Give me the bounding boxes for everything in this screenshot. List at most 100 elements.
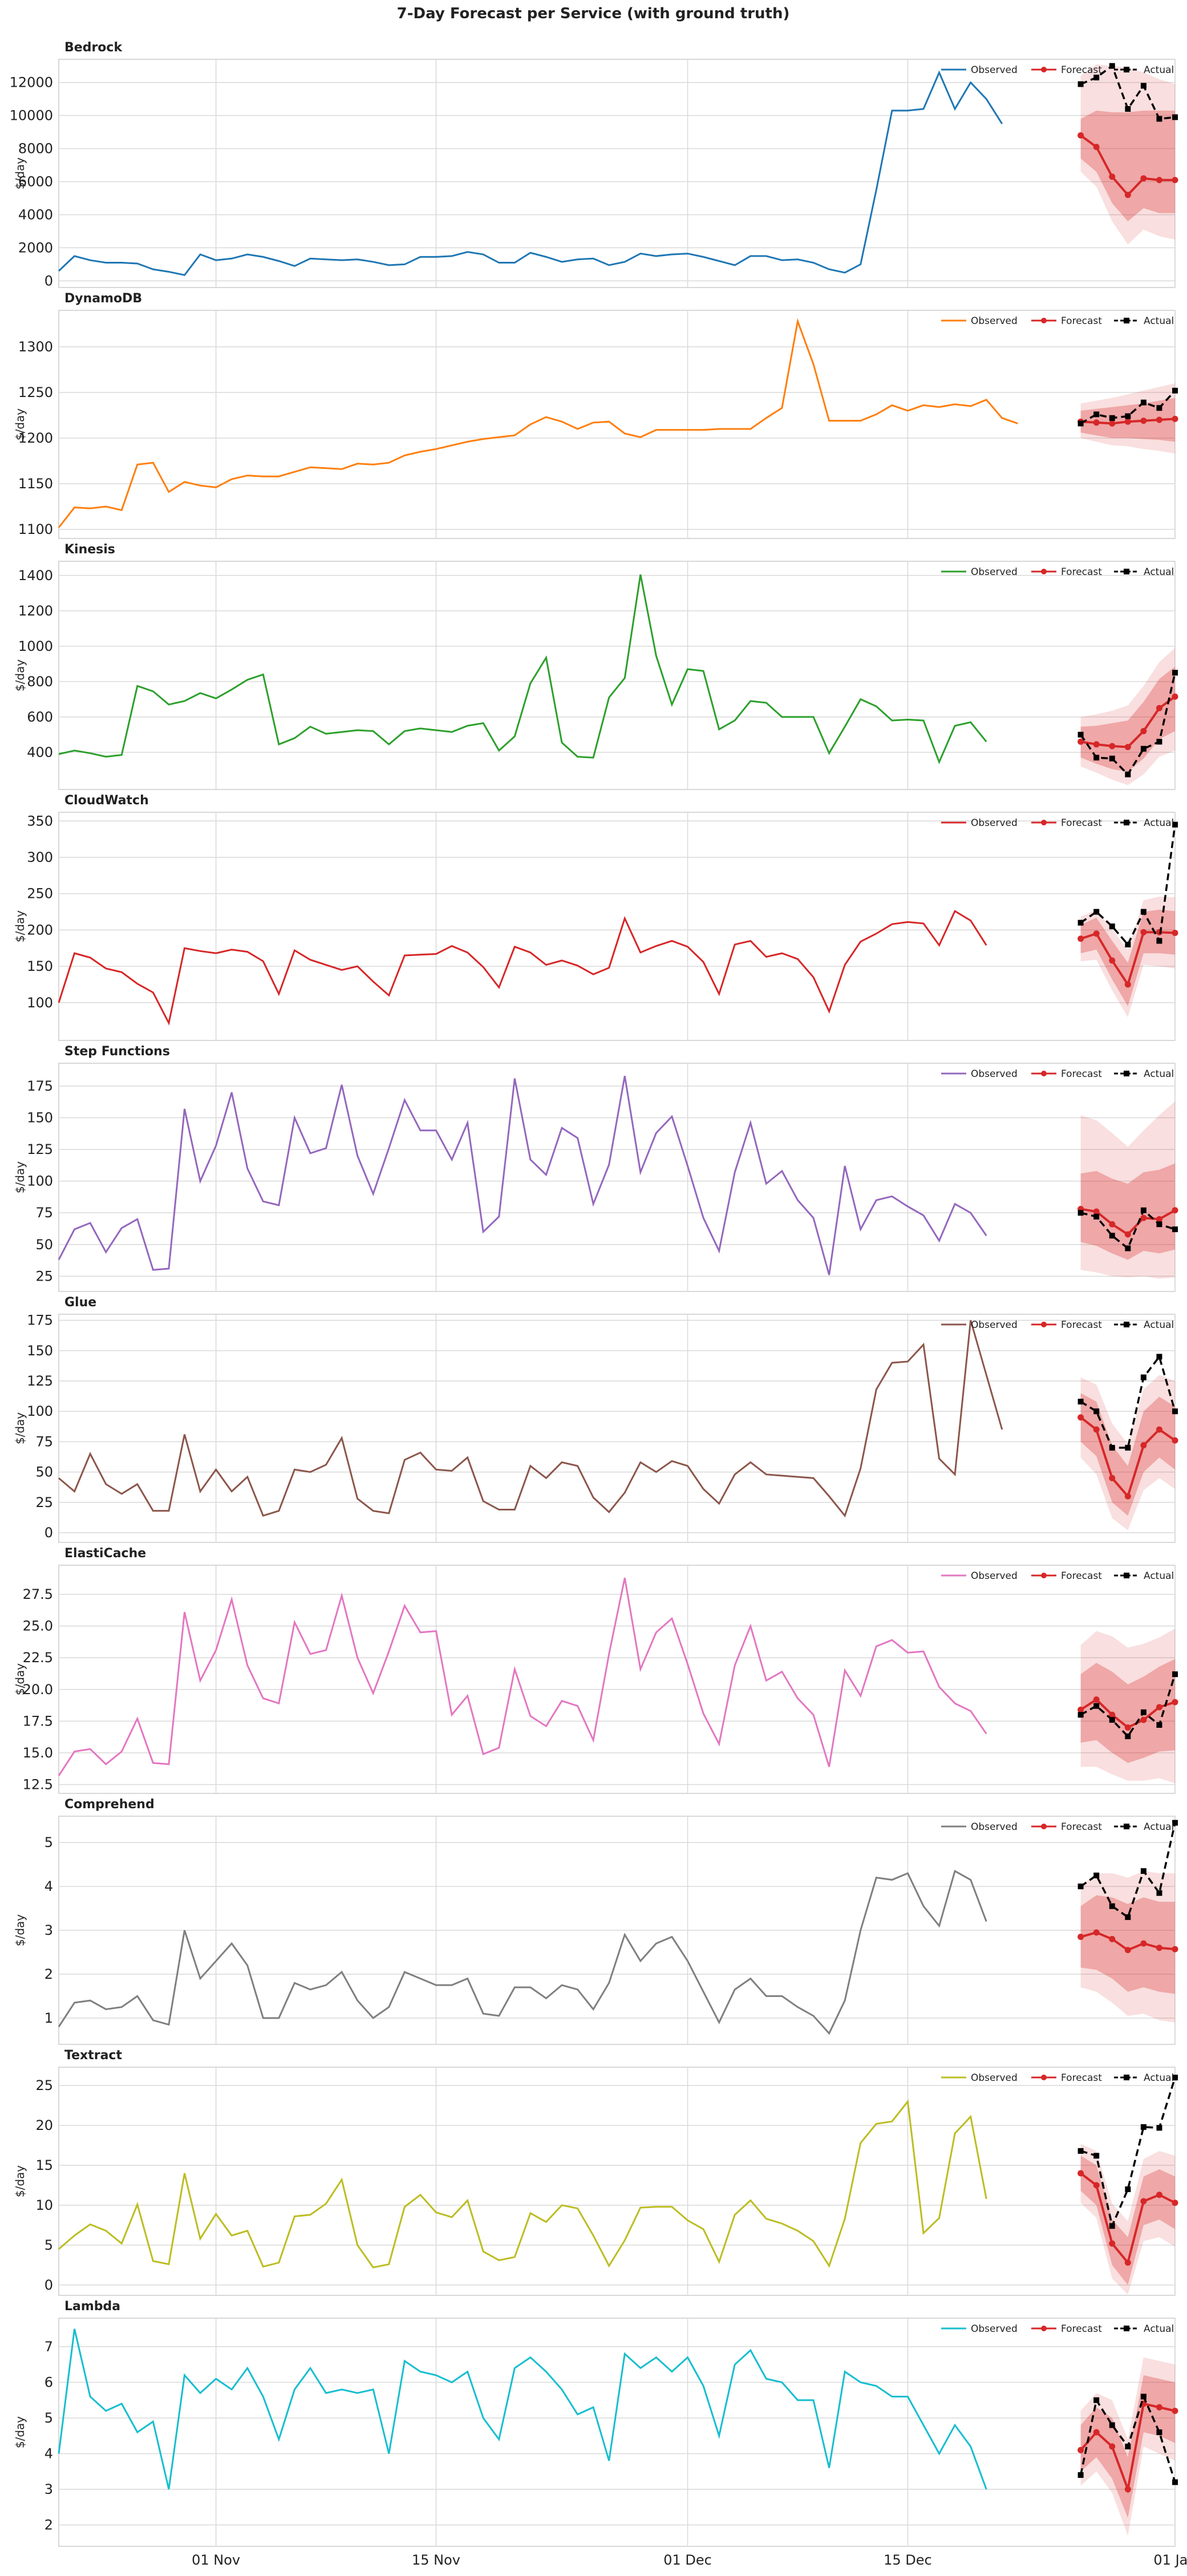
y-tick-label: 50 [35, 1237, 53, 1253]
legend-marker [1124, 1824, 1129, 1829]
y-tick-label: 20.0 [23, 1682, 53, 1698]
panel-title: Kinesis [64, 542, 115, 557]
y-tick-label: 800 [27, 674, 53, 690]
plot-area [58, 561, 1176, 790]
legend-label: Observed [971, 1570, 1018, 1582]
forecast-95-band [1080, 896, 1175, 1018]
forecast-point [1077, 2170, 1084, 2177]
forecast-point [1156, 1216, 1162, 1222]
legend-label: Actual [1144, 1319, 1174, 1331]
panel-elasticache: ElastiCache 12.5 15.0 17.5 20.0 22.5 25.0 27.5 $… [13, 1546, 1178, 1794]
legend-label: Actual [1144, 64, 1174, 76]
forecast-point [1172, 2200, 1178, 2206]
forecast-point [1109, 1711, 1116, 1718]
y-tick-label: 125 [27, 1373, 53, 1389]
y-tick-label: 0 [44, 273, 53, 289]
forecast-80-band [1080, 2156, 1175, 2285]
actual-point [1140, 2124, 1147, 2130]
plot-area [58, 2067, 1176, 2296]
actual-point [1109, 924, 1115, 929]
forecast-95-band [1080, 2144, 1175, 2295]
forecast-point [1156, 2404, 1162, 2411]
legend-label: Forecast [1061, 1068, 1102, 1080]
y-tick-label: 2000 [18, 240, 53, 256]
actual-point [1172, 387, 1178, 394]
actual-point [1093, 909, 1100, 915]
y-axis-label: $/day [13, 2165, 27, 2197]
actual-point [1093, 1408, 1100, 1415]
forecast-point [1124, 2486, 1131, 2493]
forecast-point [1156, 1426, 1162, 1433]
actual-point [1156, 739, 1162, 745]
forecast-point [1124, 2259, 1131, 2266]
forecast-point [1093, 1208, 1100, 1215]
actual-point [1172, 2075, 1178, 2081]
y-tick-label: 175 [27, 1313, 53, 1328]
forecast-point [1077, 935, 1084, 942]
actual-point [1140, 909, 1147, 915]
panel-title: Comprehend [64, 1797, 155, 1812]
legend-label: Observed [971, 566, 1018, 578]
plot-area [58, 310, 1176, 539]
y-tick-label: 4 [44, 1878, 53, 1894]
y-tick-label: 100 [27, 995, 53, 1011]
actual-point [1140, 1868, 1147, 1874]
observed-series-line [58, 318, 1018, 528]
plot-area [58, 2318, 1176, 2547]
forecast-80-band [1080, 1163, 1175, 1260]
forecast-point [1124, 744, 1131, 751]
forecast-95-band [1080, 1375, 1175, 1530]
forecast-point [1109, 1475, 1116, 1481]
forecast-80-band [1080, 1895, 1175, 1994]
forecast-point [1093, 1929, 1100, 1936]
forecast-point [1109, 957, 1116, 964]
actual-point [1125, 413, 1131, 419]
actual-point [1109, 415, 1115, 421]
y-axis-label: $/day [13, 157, 27, 189]
actual-point [1156, 1890, 1162, 1896]
observed-series-line [58, 1869, 987, 2035]
legend-label: Forecast [1061, 566, 1102, 578]
legend-label: Observed [971, 2323, 1018, 2335]
actual-point [1156, 2125, 1162, 2131]
y-tick-label: 7 [44, 2339, 53, 2355]
y-tick-label: 10000 [10, 108, 53, 124]
forecast-point [1124, 1724, 1131, 1731]
legend-label: Observed [971, 315, 1018, 327]
y-tick-label: 100 [27, 1173, 53, 1189]
legend-label: Actual [1144, 2323, 1174, 2335]
forecast-point [1140, 1214, 1147, 1221]
y-tick-label: 15 [35, 2157, 53, 2173]
y-tick-label: 27.5 [23, 1586, 53, 1602]
y-tick-label: 20 [35, 2117, 53, 2133]
actual-point [1125, 2444, 1131, 2449]
y-axis-label: $/day [13, 408, 27, 440]
actual-point [1077, 1712, 1084, 1718]
forecast-point [1093, 144, 1100, 151]
forecast-95-band [1080, 647, 1175, 785]
forecast-80-band [1080, 110, 1175, 222]
y-tick-label: 1150 [18, 476, 53, 492]
y-tick-label: 1200 [18, 603, 53, 619]
legend-label: Observed [971, 2072, 1018, 2084]
y-tick-label: 0 [44, 2277, 53, 2293]
legend-marker [1041, 1322, 1047, 1327]
forecast-point [1093, 1696, 1100, 1703]
actual-point [1077, 2472, 1084, 2478]
plot-area [58, 59, 1176, 288]
actual-point [1172, 2479, 1178, 2485]
legend-marker [1041, 318, 1047, 323]
forecast-80-band [1080, 1659, 1175, 1763]
actual-point [1093, 411, 1100, 418]
forecast-point [1156, 1704, 1162, 1711]
forecast-point [1140, 175, 1147, 182]
legend-label: Forecast [1061, 2072, 1102, 2084]
legend-label: Forecast [1061, 1821, 1102, 1833]
actual-point [1140, 399, 1147, 406]
y-tick-label: 2 [44, 1966, 53, 1982]
y-tick-label: 25 [35, 1268, 53, 1284]
actual-point [1140, 2393, 1147, 2400]
actual-point [1125, 941, 1131, 947]
forecast-point [1172, 693, 1178, 700]
forecast-point [1172, 1946, 1178, 1953]
